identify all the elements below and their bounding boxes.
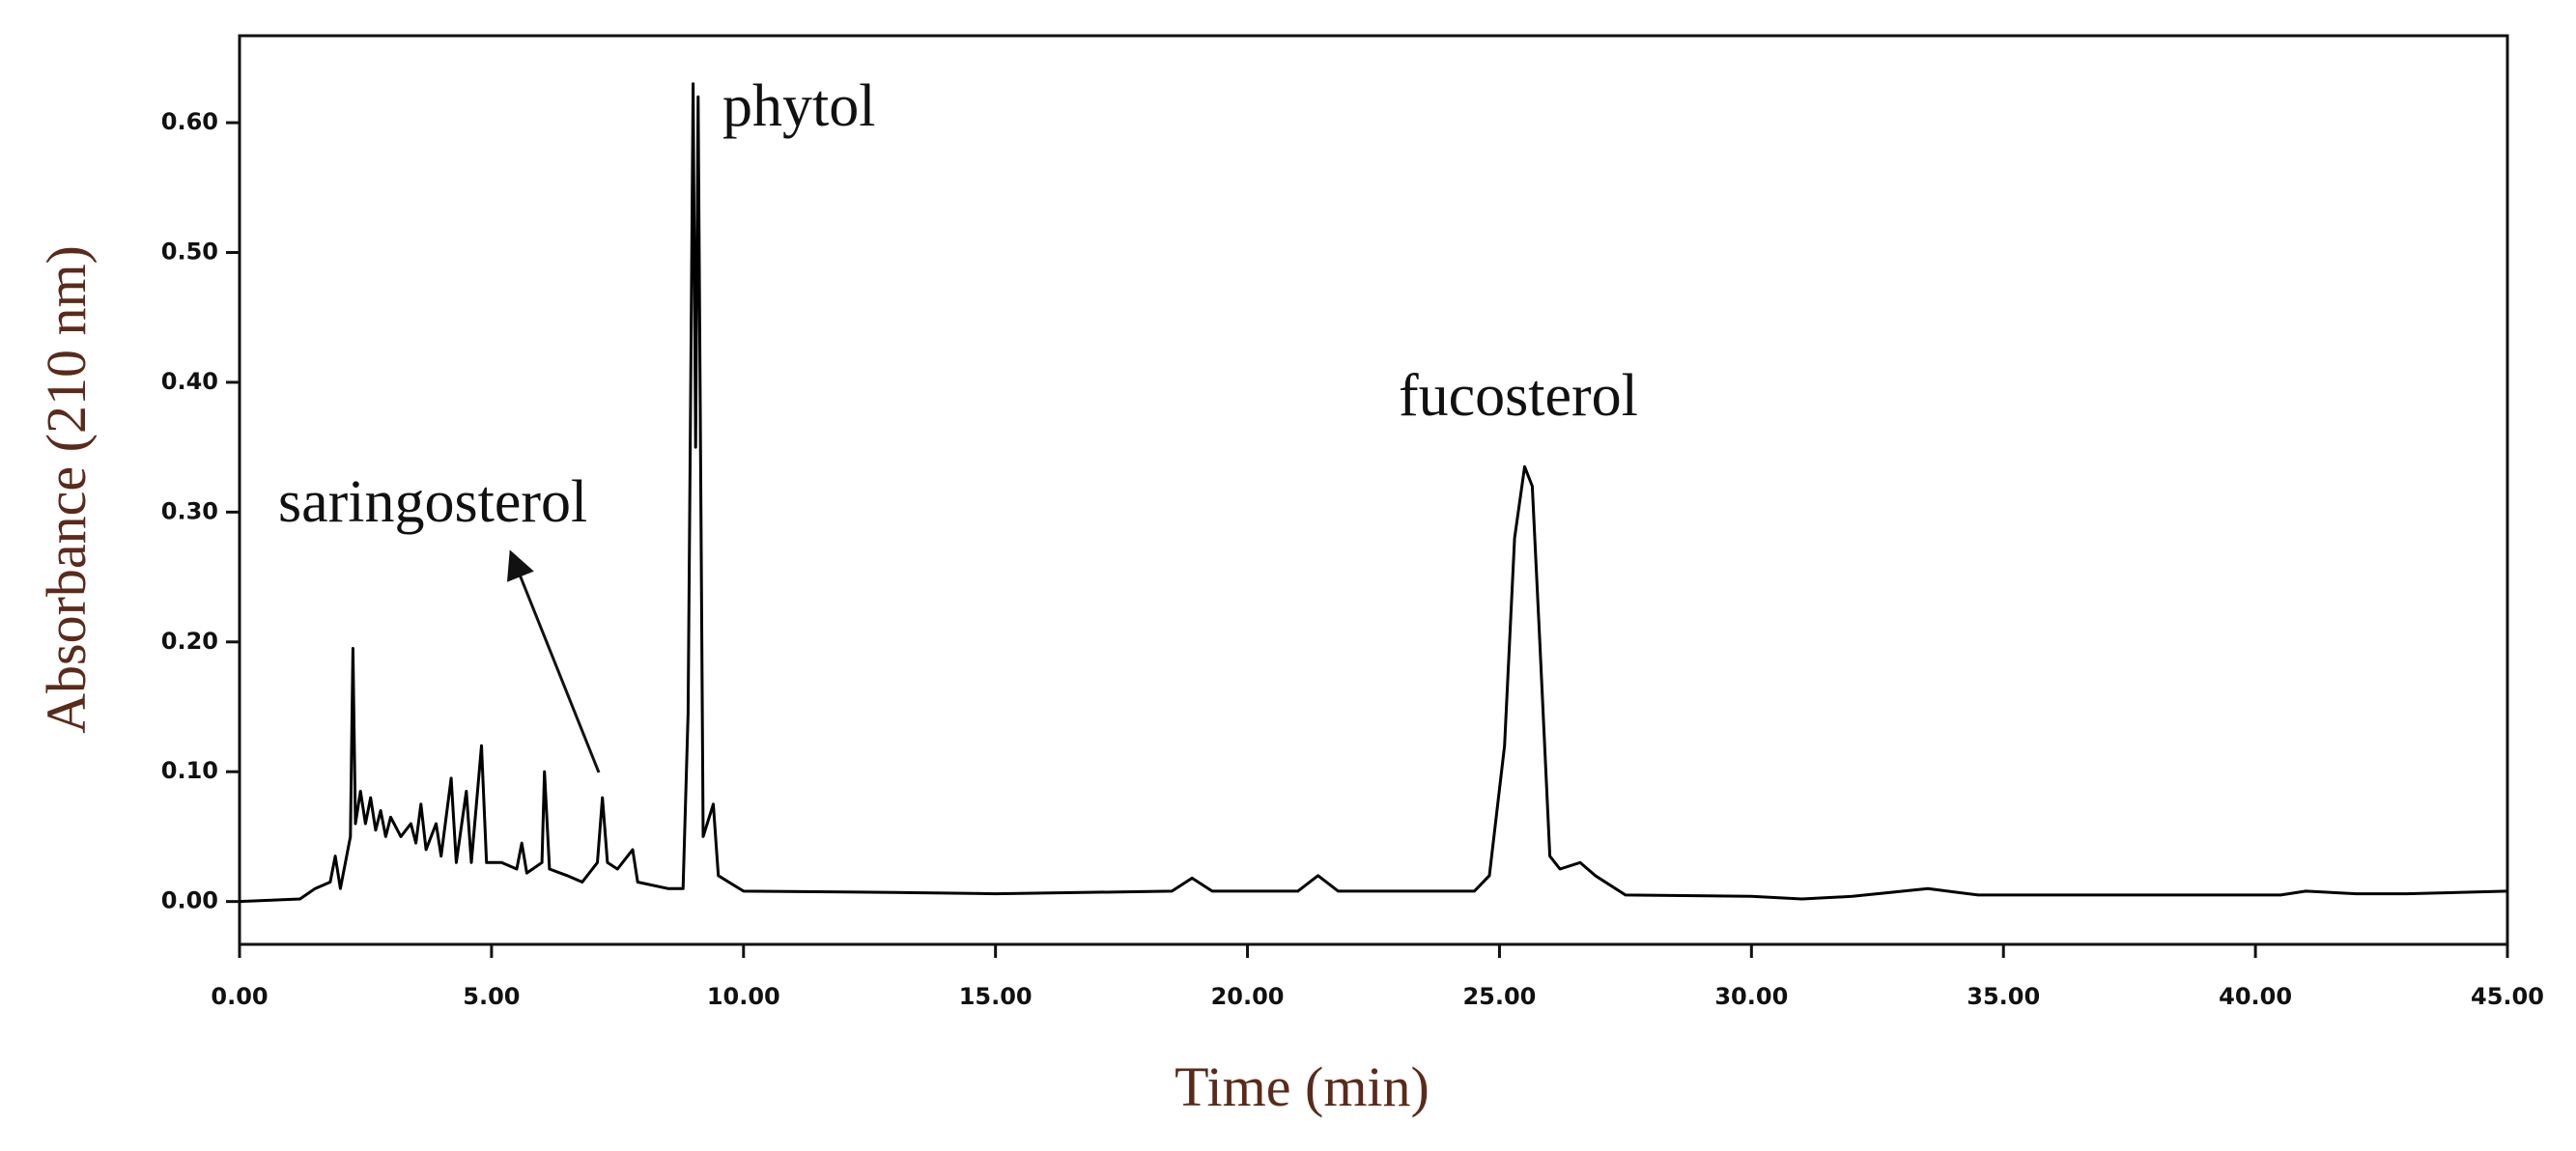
x-tick-label: 10.00	[707, 983, 780, 1010]
x-axis-label: Time (min)	[1175, 1055, 1430, 1118]
y-tick-label: 0.40	[161, 368, 218, 395]
x-tick-label: 0.00	[211, 983, 268, 1010]
annotation-arrow	[506, 549, 601, 773]
x-tick-label: 40.00	[2219, 983, 2292, 1010]
y-axis-label: Absorbance (210 nm)	[35, 245, 98, 734]
peak-annotation: fucosterol	[1399, 363, 1638, 429]
x-tick-label: 20.00	[1211, 983, 1285, 1010]
y-tick-label: 0.20	[161, 628, 218, 655]
y-tick-label: 0.00	[161, 887, 218, 914]
x-tick-label: 25.00	[1462, 983, 1536, 1010]
x-tick-label: 45.00	[2471, 983, 2544, 1010]
plot-frame	[238, 34, 2509, 946]
x-tick-label: 15.00	[959, 983, 1033, 1010]
y-tick-label: 0.60	[161, 108, 218, 135]
y-tick-label: 0.10	[161, 757, 218, 784]
x-tick-label: 30.00	[1714, 983, 1788, 1010]
peak-annotation: saringosterol	[278, 469, 587, 535]
peak-annotation: phytol	[722, 73, 875, 139]
x-tick-label: 35.00	[1967, 983, 2040, 1010]
chromatogram-line	[239, 82, 2508, 904]
y-tick-label: 0.50	[161, 238, 218, 265]
y-tick-label: 0.30	[161, 497, 218, 524]
x-tick-label: 5.00	[463, 983, 520, 1010]
